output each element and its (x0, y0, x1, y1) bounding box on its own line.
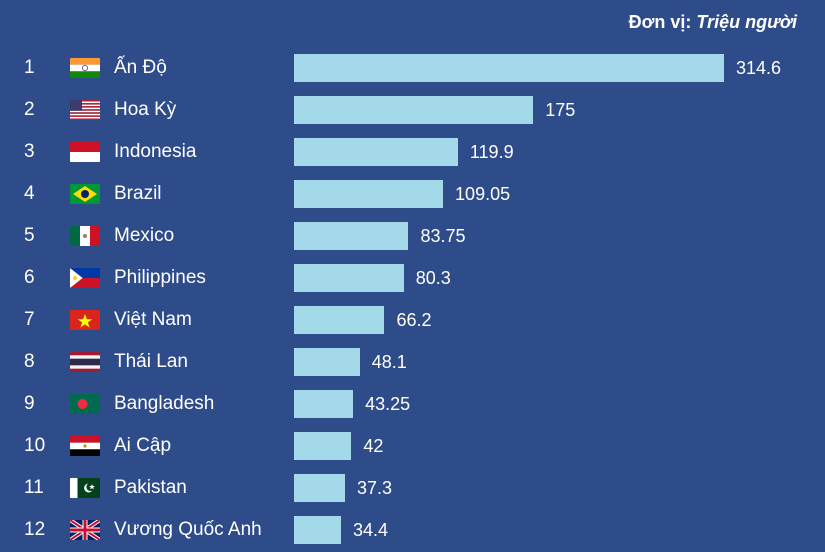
bar-area: 66.2 (294, 300, 801, 340)
rank-number: 5 (24, 225, 52, 247)
bar (294, 96, 533, 124)
country-name: Brazil (114, 183, 294, 205)
country-name: Hoa Kỳ (114, 99, 294, 121)
rank-number: 1 (24, 57, 52, 79)
pk-flag-icon (70, 478, 100, 498)
bar-value: 109.05 (455, 184, 510, 205)
bar-area: 37.3 (294, 468, 801, 508)
br-flag-icon (70, 184, 100, 204)
gb-flag-icon (70, 520, 100, 540)
chart-row: 11 Pakistan 37.3 (24, 468, 801, 508)
bar-value: 80.3 (416, 268, 451, 289)
rank-number: 6 (24, 267, 52, 289)
bar-area: 43.25 (294, 384, 801, 424)
country-name: Việt Nam (114, 309, 294, 331)
bar-area: 42 (294, 426, 801, 466)
country-name: Bangladesh (114, 393, 294, 415)
rank-number: 8 (24, 351, 52, 373)
bd-flag-icon (70, 394, 100, 414)
bar-value: 175 (545, 100, 575, 121)
country-name: Ấn Độ (114, 57, 294, 79)
ph-flag-icon (70, 268, 100, 288)
bar-area: 175 (294, 90, 801, 130)
chart-row: 4 Brazil 109.05 (24, 174, 801, 214)
chart-row: 2 Hoa Kỳ 175 (24, 90, 801, 130)
bar-value: 34.4 (353, 520, 388, 541)
country-name: Ai Cập (114, 435, 294, 457)
chart-row: 6 Philippines 80.3 (24, 258, 801, 298)
bar (294, 348, 360, 376)
bar (294, 306, 384, 334)
bar-area: 109.05 (294, 174, 801, 214)
us-flag-icon (70, 100, 100, 120)
chart-row: 1 Ấn Độ 314.6 (24, 48, 801, 88)
bar-value: 66.2 (396, 310, 431, 331)
rank-number: 9 (24, 393, 52, 415)
bar (294, 180, 443, 208)
bar (294, 222, 408, 250)
bar-value: 48.1 (372, 352, 407, 373)
bar-area: 83.75 (294, 216, 801, 256)
chart-row: 10 Ai Cập 42 (24, 426, 801, 466)
chart-row: 12 Vương Quốc Anh 34.4 (24, 510, 801, 550)
bar (294, 474, 345, 502)
unit-prefix: Đơn vị: (629, 12, 697, 32)
bar-area: 48.1 (294, 342, 801, 382)
chart-row: 9 Bangladesh 43.25 (24, 384, 801, 424)
country-name: Mexico (114, 225, 294, 247)
chart-row: 8 Thái Lan 48.1 (24, 342, 801, 382)
rank-number: 12 (24, 519, 52, 541)
country-name: Philippines (114, 267, 294, 289)
rank-number: 10 (24, 435, 52, 457)
bar (294, 138, 458, 166)
chart-row: 3 Indonesia 119.9 (24, 132, 801, 172)
bar (294, 516, 341, 544)
country-name: Thái Lan (114, 351, 294, 373)
rank-number: 3 (24, 141, 52, 163)
chart-row: 5 Mexico 83.75 (24, 216, 801, 256)
unit-label: Đơn vị: Triệu người (629, 12, 797, 33)
country-name: Pakistan (114, 477, 294, 499)
bar-area: 80.3 (294, 258, 801, 298)
bar-chart: 1 Ấn Độ 314.6 2 Hoa Kỳ 175 3 Indonesia 119.9 4 B… (24, 48, 801, 552)
bar (294, 432, 351, 460)
bar-value: 314.6 (736, 58, 781, 79)
rank-number: 7 (24, 309, 52, 331)
bar-area: 34.4 (294, 510, 801, 550)
bar-area: 119.9 (294, 132, 801, 172)
th-flag-icon (70, 352, 100, 372)
bar-value: 83.75 (420, 226, 465, 247)
bar-value: 43.25 (365, 394, 410, 415)
in-flag-icon (70, 58, 100, 78)
bar (294, 54, 724, 82)
bar-value: 42 (363, 436, 383, 457)
chart-row: 7 Việt Nam 66.2 (24, 300, 801, 340)
country-name: Vương Quốc Anh (114, 519, 294, 541)
id-flag-icon (70, 142, 100, 162)
bar-value: 119.9 (470, 142, 514, 163)
bar (294, 264, 404, 292)
bar-area: 314.6 (294, 48, 801, 88)
rank-number: 4 (24, 183, 52, 205)
rank-number: 2 (24, 99, 52, 121)
vn-flag-icon (70, 310, 100, 330)
bar-value: 37.3 (357, 478, 392, 499)
country-name: Indonesia (114, 141, 294, 163)
unit-text: Triệu người (696, 12, 797, 32)
rank-number: 11 (24, 477, 52, 499)
eg-flag-icon (70, 436, 100, 456)
mx-flag-icon (70, 226, 100, 246)
bar (294, 390, 353, 418)
